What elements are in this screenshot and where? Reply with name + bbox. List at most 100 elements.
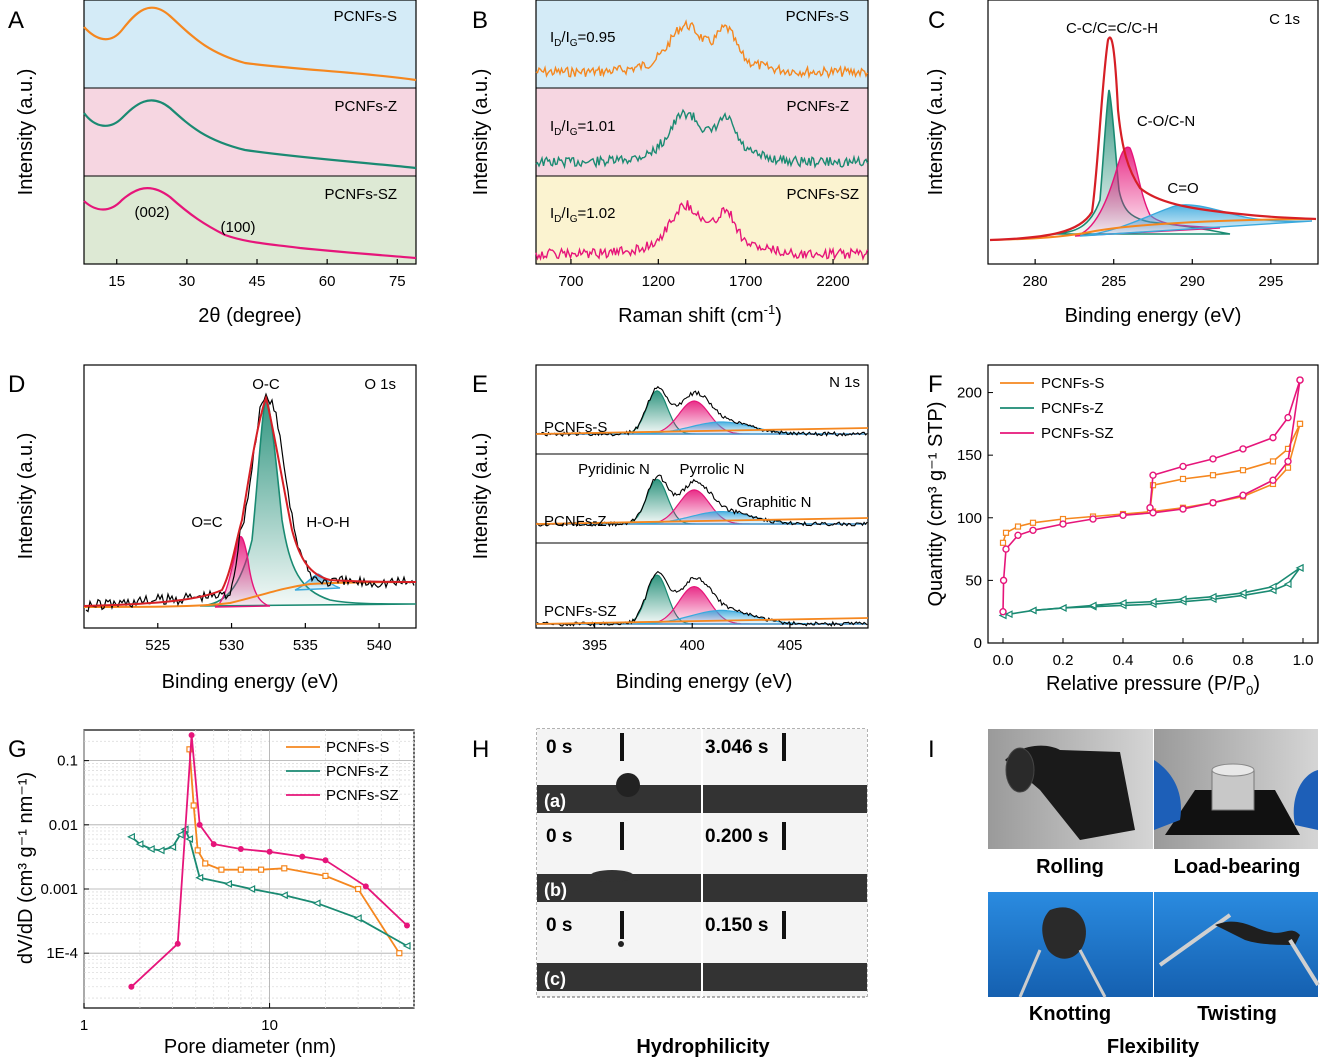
xtick-label: 1.0 <box>1293 652 1314 669</box>
xtick-label: 535 <box>293 637 318 654</box>
psd-point-z <box>156 846 165 855</box>
xtick-label: 295 <box>1258 273 1283 290</box>
psd-point-z <box>353 914 362 923</box>
panel-c: C 1s C-C/C=C/C-H C-O/C-N C=O 280 285 290 29… <box>925 0 1319 327</box>
point-sz <box>1179 505 1187 513</box>
panel-letter-h: H <box>472 736 489 763</box>
isotherm-desorption <box>1032 567 1301 612</box>
tile-label-load-bearing: Load-bearing <box>1174 856 1301 878</box>
knot <box>1042 907 1086 959</box>
caption-i: Flexibility <box>1107 1036 1200 1058</box>
point-z <box>1208 592 1217 601</box>
droplet <box>590 870 634 882</box>
n1s-band <box>535 385 869 437</box>
xticks-d: 525 530 535 540 <box>145 623 392 654</box>
xtick-label: 530 <box>219 637 244 654</box>
annot-c-c-o: C=O <box>1167 180 1198 197</box>
xticks-c: 280 285 290 295 <box>1023 259 1283 290</box>
point-z <box>1028 606 1037 615</box>
time-end: 3.046 s <box>705 737 768 758</box>
legend-label: PCNFs-SZ <box>1041 425 1114 442</box>
point-z <box>1268 582 1277 591</box>
ylabel-b: Intensity (a.u.) <box>470 69 492 196</box>
title-c: C 1s <box>1269 11 1300 28</box>
panel-d: O 1s O-C O=C H-O-H 525 530 535 540 Binding … <box>8 364 417 693</box>
panel-letter-i: I <box>928 736 935 763</box>
ylabel-d: Intensity (a.u.) <box>15 433 37 560</box>
svg-text:ID/IG=1.01: ID/IG=1.01 <box>550 118 616 138</box>
xlabel-d: Binding energy (eV) <box>162 671 339 693</box>
point-s <box>1014 523 1022 530</box>
xtick-label: 0.6 <box>1173 652 1194 669</box>
panel-h: 0 s 3.046 s(a)0 s 0.200 s(b)0 s 0.150 s(c) … <box>472 728 868 1058</box>
panel-letter-b: B <box>472 7 488 34</box>
legend-f: PCNFs-S PCNFs-Z PCNFs-SZ <box>1000 375 1114 442</box>
xlabel-c: Binding energy (eV) <box>1065 305 1242 327</box>
needle-left <box>620 911 624 939</box>
peak-d-oc <box>199 396 417 607</box>
ylabel-g: dV/dD (cm³ g⁻¹ nm⁻¹) <box>15 772 37 964</box>
psd-point-sz <box>266 848 273 855</box>
xtick-label: 2200 <box>816 273 849 290</box>
point-sz <box>1239 491 1247 499</box>
annot-d-oc: O-C <box>252 376 280 393</box>
row-label: (a) <box>544 791 566 811</box>
psd-point-sz <box>128 983 135 990</box>
xtick-label: 0.4 <box>1113 652 1134 669</box>
point-s <box>999 539 1007 546</box>
point-sz <box>1002 545 1010 553</box>
label-a-sz: PCNFs-SZ <box>325 186 398 203</box>
psd-point-s <box>355 885 362 893</box>
envelope-c <box>989 36 1317 242</box>
time-start: 0 s <box>546 915 572 936</box>
series-b-z <box>535 108 869 170</box>
caption-h: Hydrophilicity <box>636 1036 770 1058</box>
label-e-sz: PCNFs-SZ <box>544 603 617 620</box>
psd-point-s <box>202 860 209 867</box>
psd-point-z <box>127 832 135 841</box>
legend-label: PCNFs-SZ <box>326 787 399 804</box>
point-z <box>1238 588 1247 597</box>
xlabel-e: Binding energy (eV) <box>616 671 793 693</box>
ylabel-f: Quantity (cm³ g⁻¹ STP) <box>925 401 947 606</box>
ytick-label: 0.001 <box>40 881 78 898</box>
point-z <box>1283 580 1292 589</box>
xlabel-b: Raman shift (cm-1) <box>618 302 782 327</box>
point-sz <box>999 607 1007 616</box>
xticks-a: 15 30 45 60 75 <box>108 259 406 290</box>
baseline-n1s <box>535 517 869 525</box>
weight <box>1211 769 1255 811</box>
sheet-rolling <box>1005 745 1135 840</box>
yticks-g: 1E-4 0.001 0.01 0.1 <box>40 753 89 962</box>
legend-label: PCNFs-Z <box>1041 400 1104 417</box>
annot-e-pyrrolic: Pyrrolic N <box>679 461 744 478</box>
point-z <box>1088 601 1097 610</box>
xtick-label: 400 <box>680 637 705 654</box>
axes-a <box>83 0 417 265</box>
xtick-label: 1200 <box>642 273 675 290</box>
annot-c-co: C-O/C-N <box>1137 113 1195 130</box>
droplet <box>616 773 640 797</box>
psd-point-sz <box>174 940 181 947</box>
sheet-load <box>1165 790 1300 835</box>
point-s <box>1029 519 1037 526</box>
point-s <box>1002 529 1010 536</box>
ytick-label: 0.1 <box>57 753 78 770</box>
xtick-label: 395 <box>582 637 607 654</box>
psd-point-sz <box>188 732 195 739</box>
tile-label-knotting: Knotting <box>1029 1003 1111 1025</box>
psd-point-z <box>224 879 233 888</box>
twisted-strip <box>1215 921 1300 945</box>
xtick-label: 10 <box>261 1017 278 1034</box>
tweezer-k2 <box>1078 949 1107 998</box>
isotherm-desorption <box>1149 379 1301 508</box>
legend-label: PCNFs-Z <box>326 763 389 780</box>
psd-point-s <box>396 950 403 957</box>
point-z <box>1178 595 1187 604</box>
point-sz <box>1146 504 1154 512</box>
ytick-label: 0 <box>974 635 982 652</box>
raw-d <box>85 392 415 613</box>
tweezer-t1 <box>1158 913 1232 967</box>
psd-point-sz <box>362 883 369 890</box>
